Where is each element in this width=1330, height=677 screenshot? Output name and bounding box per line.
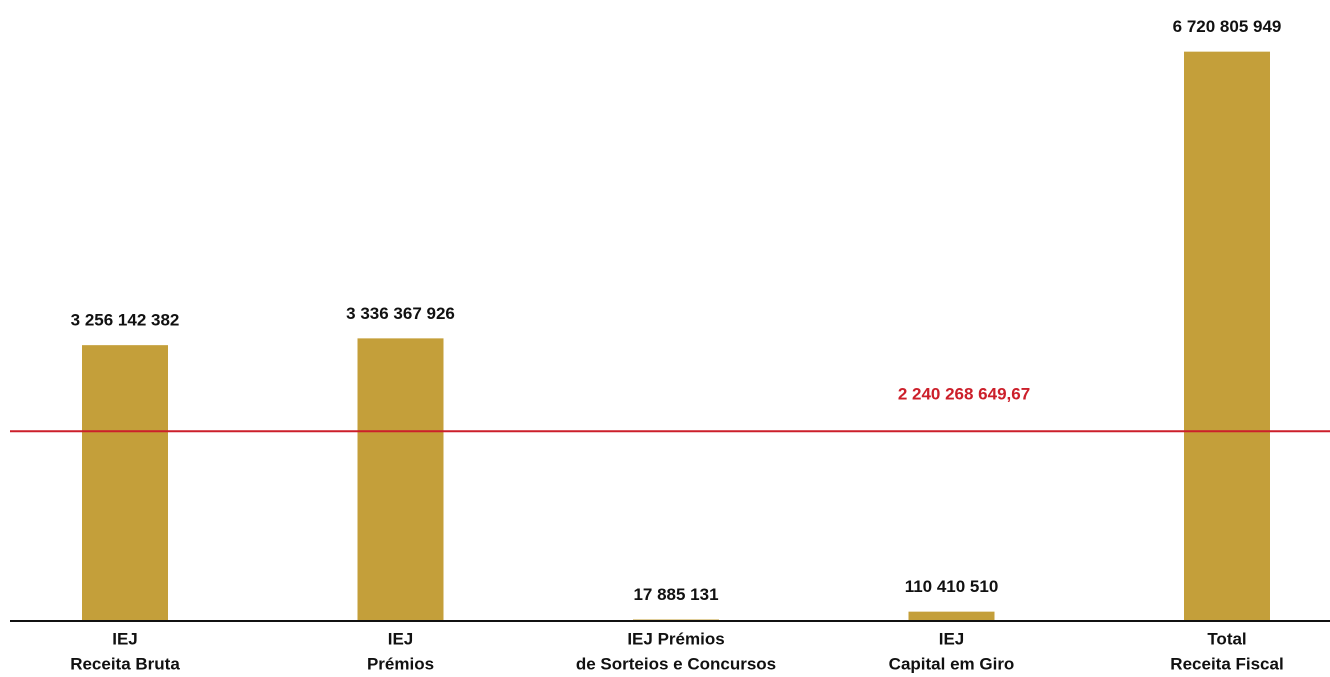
bar	[1184, 51, 1270, 621]
x-tick-label: IEJ Prémios	[627, 629, 724, 648]
x-tick-label: Receita Fiscal	[1170, 654, 1283, 673]
value-label: 17 885 131	[633, 585, 718, 604]
x-tick-label: Capital em Giro	[889, 654, 1015, 673]
x-tick-label: IEJ	[388, 629, 414, 648]
value-label: 3 256 142 382	[71, 311, 180, 330]
x-tick-label: IEJ	[939, 629, 965, 648]
value-label: 110 410 510	[905, 577, 999, 596]
value-label: 6 720 805 949	[1173, 17, 1282, 36]
bar	[908, 611, 995, 621]
x-tick-label: Total	[1207, 629, 1246, 648]
value-label: 3 336 367 926	[346, 304, 455, 323]
x-tick-label: Prémios	[367, 654, 434, 673]
reference-label: 2 240 268 649,67	[898, 385, 1030, 404]
bar	[357, 338, 444, 621]
x-tick-label: de Sorteios e Concursos	[576, 654, 776, 673]
x-tick-label: Receita Bruta	[70, 654, 180, 673]
bar	[82, 345, 168, 621]
x-tick-label: IEJ	[112, 629, 138, 648]
